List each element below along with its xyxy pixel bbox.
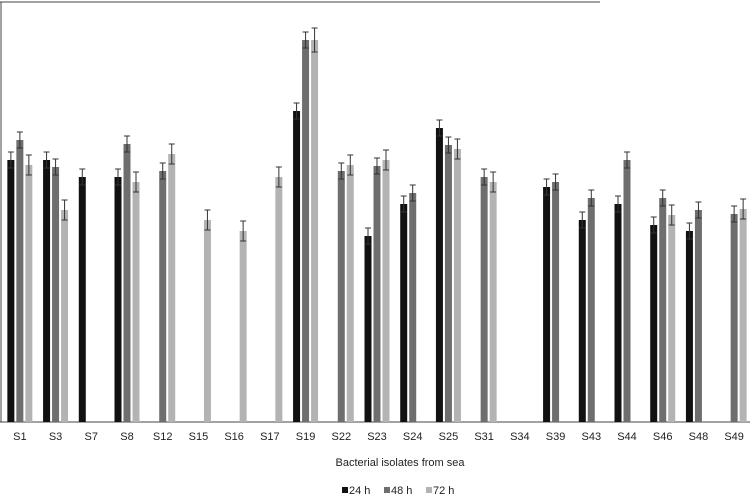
- bar: [52, 167, 60, 422]
- x-tick-label: S25: [439, 431, 459, 443]
- bar: [435, 128, 443, 422]
- bar: [293, 111, 301, 422]
- bar: [311, 40, 319, 422]
- x-tick-label: S23: [367, 431, 387, 443]
- bar: [239, 231, 247, 422]
- x-tick-label: S24: [403, 431, 423, 443]
- bar: [7, 160, 15, 422]
- x-tick-label: S15: [189, 431, 209, 443]
- x-tick-label: S3: [49, 431, 62, 443]
- legend-swatch: [384, 487, 390, 493]
- bar: [614, 204, 622, 422]
- x-tick-label: S22: [331, 431, 351, 443]
- bar: [400, 204, 408, 422]
- x-tick-label: S8: [120, 431, 133, 443]
- bar: [275, 177, 283, 422]
- legend-label: 72 h: [433, 485, 454, 497]
- bar: [364, 236, 372, 422]
- bar: [16, 140, 24, 422]
- bar: [61, 210, 69, 422]
- x-tick-label: S12: [153, 431, 173, 443]
- x-tick-label: S34: [510, 431, 530, 443]
- bar: [159, 171, 167, 422]
- x-tick-label: S17: [260, 431, 280, 443]
- x-tick-label: S39: [546, 431, 566, 443]
- legend-label: 48 h: [391, 485, 412, 497]
- bar: [694, 210, 702, 422]
- bar: [409, 193, 417, 422]
- bar: [114, 177, 122, 422]
- x-axis-title: Bacterial isolates from sea: [336, 457, 466, 469]
- legend-swatch: [342, 487, 348, 493]
- bar: [123, 144, 131, 422]
- bar: [659, 198, 667, 422]
- bar: [587, 198, 595, 422]
- bar: [382, 160, 390, 422]
- bar: [444, 145, 452, 422]
- bar: [650, 225, 658, 422]
- bar: [739, 209, 747, 422]
- bar: [373, 166, 381, 422]
- x-tick-label: S48: [689, 431, 709, 443]
- bar: [480, 177, 488, 422]
- x-tick-label: S43: [581, 431, 601, 443]
- bar: [346, 165, 354, 422]
- bar: [543, 187, 551, 422]
- x-tick-label: S46: [653, 431, 673, 443]
- x-tick-label: S19: [296, 431, 316, 443]
- x-tick-label: S49: [724, 431, 744, 443]
- x-tick-label: S1: [13, 431, 26, 443]
- bar: [578, 220, 586, 422]
- bar: [552, 182, 560, 422]
- legend-swatch: [426, 487, 432, 493]
- x-tick-label: S44: [617, 431, 637, 443]
- bar: [25, 165, 33, 422]
- bar: [78, 177, 86, 422]
- bar: [489, 182, 497, 422]
- legend-label: 24 h: [349, 485, 370, 497]
- bar: [730, 214, 738, 422]
- x-tick-label: S7: [85, 431, 98, 443]
- bar: [132, 182, 140, 422]
- bar: [43, 160, 51, 422]
- bar: [623, 160, 631, 422]
- bar: [453, 149, 461, 422]
- bar: [168, 154, 176, 422]
- bar: [302, 40, 310, 422]
- bar: [337, 171, 345, 422]
- bar: [668, 215, 676, 422]
- bar: [203, 220, 211, 422]
- x-tick-label: S31: [474, 431, 494, 443]
- bar: [685, 231, 693, 422]
- x-tick-label: S16: [224, 431, 244, 443]
